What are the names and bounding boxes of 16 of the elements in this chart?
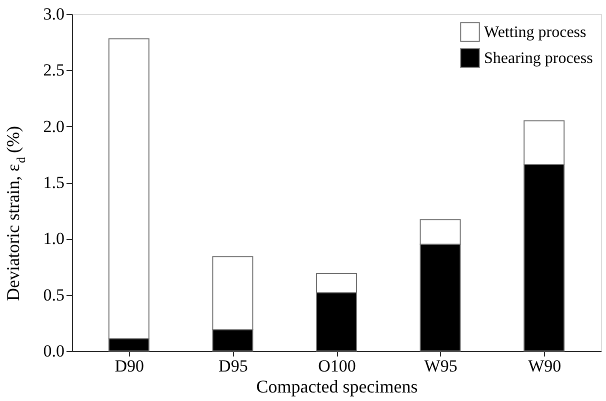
x-tick-label: O100 (318, 356, 356, 376)
y-tick-label: 0.0 (43, 342, 64, 360)
y-tick-label: 3.0 (43, 4, 64, 24)
x-tick-label: D95 (218, 356, 248, 376)
y-tick-label: 2.0 (43, 116, 64, 136)
x-tick-label: W90 (528, 356, 562, 376)
x-tick-label: D90 (114, 356, 144, 376)
legend-label: Wetting process (484, 24, 586, 41)
y-tick-label: 0.5 (43, 285, 64, 304)
y-axis-title: Deviatoric strain, εd (%) (3, 126, 28, 302)
x-axis-title: Compacted specimens (256, 376, 418, 396)
y-tick-label: 2.5 (43, 60, 64, 80)
x-tick-label: W95 (424, 356, 458, 376)
legend-label: Shearing process (484, 50, 593, 67)
y-tick-label: 1.0 (43, 229, 64, 248)
y-tick-label: 1.5 (43, 173, 64, 192)
